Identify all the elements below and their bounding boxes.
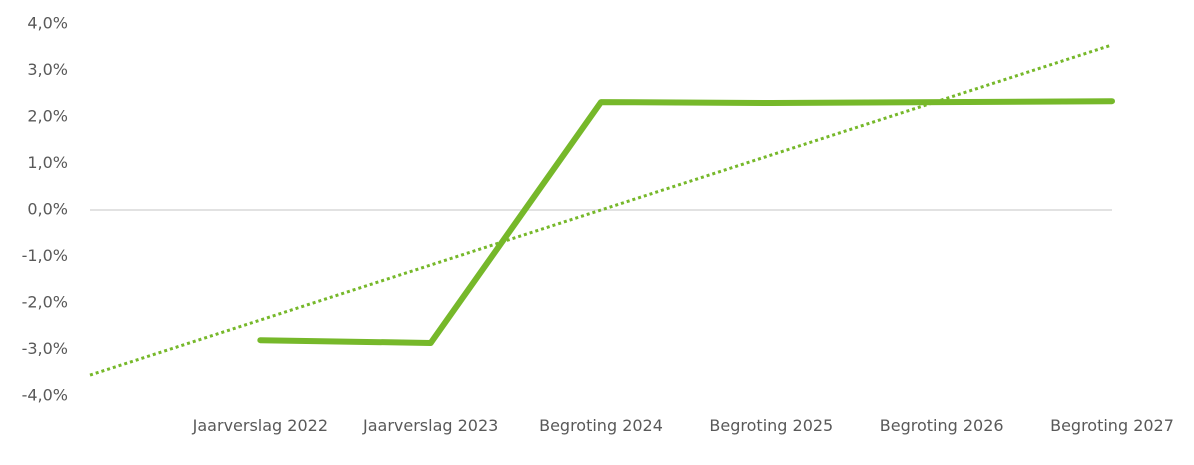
x-tick-label: Begroting 2026: [879, 416, 1004, 435]
y-tick-label: -4,0%: [22, 386, 68, 405]
x-tick-label: Begroting 2027: [1050, 416, 1174, 435]
y-tick-label: 4,0%: [27, 14, 68, 33]
x-tick-label: Begroting 2024: [539, 416, 663, 435]
y-tick-label: 0,0%: [27, 200, 68, 219]
x-tick-label: Begroting 2025: [709, 416, 834, 435]
x-tick-label: Jaarverslag 2022: [192, 416, 328, 435]
y-tick-label: -1,0%: [22, 246, 68, 265]
x-tick-label: Jaarverslag 2023: [362, 416, 499, 435]
y-tick-label: 2,0%: [27, 107, 68, 126]
y-tick-label: -3,0%: [22, 339, 68, 358]
y-tick-label: -2,0%: [22, 293, 68, 312]
line-series: [257, 98, 1115, 346]
y-tick-label: 3,0%: [27, 60, 68, 79]
y-tick-label: 1,0%: [27, 153, 68, 172]
